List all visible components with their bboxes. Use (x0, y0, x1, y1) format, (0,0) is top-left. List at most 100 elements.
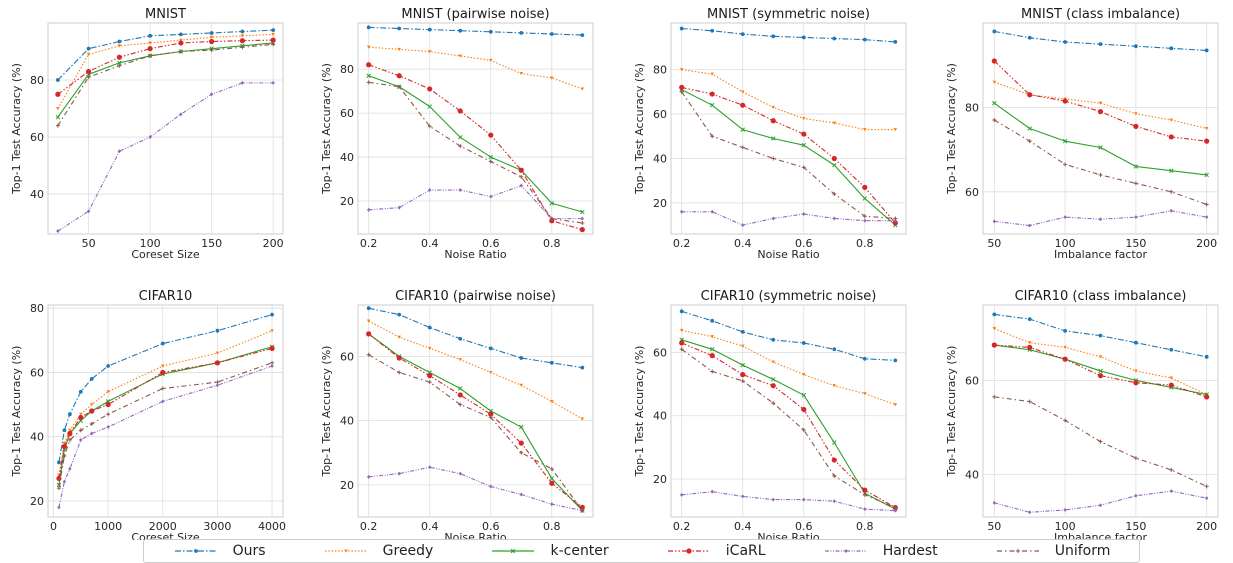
chart-3-series-hardest-point (1063, 215, 1067, 220)
chart-3-series-ours-point (1169, 46, 1174, 51)
chart-6-series-uniform-point (710, 369, 715, 374)
chart-6-series-hardest-point (802, 497, 806, 502)
chart-6-series-uniform-point (771, 401, 776, 406)
chart-1-series-ours-point (397, 26, 402, 31)
chart-5-series-icarl-point (427, 373, 433, 379)
chart-2-series-hardest-point (771, 216, 775, 221)
chart-7-series-k-center-point (1098, 368, 1103, 374)
chart-6-series-k-center-point (832, 440, 837, 445)
chart-6-y-tick-label: 40 (653, 410, 667, 423)
chart-7-series-greedy-point (1134, 369, 1138, 373)
chart-1-y-tick-label: 40 (340, 151, 354, 164)
chart-6: 0.2 0.4 0.6 0.8 20 40 60 CIFAR10 (symmetric noi… (633, 289, 907, 540)
chart-4-series-ours-point (67, 412, 72, 417)
chart-4-x-tick-label: 4000 (258, 520, 286, 533)
chart-2-series-icarl-point (862, 184, 868, 190)
chart-3-series-uniform-point (1133, 181, 1138, 186)
chart-5-series-hardest-point (489, 484, 493, 489)
chart-2-series-uniform-line (681, 91, 896, 220)
chart-7-x-label: Imbalance factor (1054, 531, 1147, 540)
chart-0-series-ours-point (117, 39, 122, 44)
chart-6-series-hardest-point (679, 492, 684, 497)
chart-1-x-tick-label: 0.4 (421, 237, 439, 250)
chart-6-series-uniform-point (679, 347, 684, 352)
chart-1-series-k-center-point (488, 154, 494, 160)
chart-4-series-uniform-point (62, 453, 67, 458)
chart-2-series-ours-point (740, 32, 745, 37)
chart-4-series-uniform-point (215, 380, 220, 385)
chart-0-series-hardest-point (240, 80, 245, 85)
chart-7-series-hardest-point (992, 500, 997, 505)
chart-4-series-uniform-point (67, 437, 72, 442)
chart-5-series-ours-line (368, 307, 583, 369)
chart-2-series-k-center-point (740, 127, 745, 132)
legend-swatch-icarl (667, 548, 710, 554)
legend-marker-icarl (686, 548, 692, 554)
chart-5-series-icarl-point (518, 440, 524, 446)
chart-1-series-greedy-point (549, 76, 554, 80)
chart-3-series-uniform-point (1204, 202, 1209, 207)
chart-3-series-k-center-point (1027, 126, 1032, 131)
chart-6-x-tick-label: 0.2 (673, 520, 691, 533)
chart-6-series-ours-line (681, 310, 896, 361)
chart-4-y-tick-label: 60 (30, 366, 44, 379)
chart-4-series-icarl-point (160, 369, 166, 376)
chart-1-series-greedy-point (519, 72, 524, 76)
chart-5-series-icarl-point (396, 355, 402, 361)
chart-1-series-hardest-line (368, 185, 583, 220)
legend-item-hardest: Hardest (823, 543, 938, 559)
chart-2-series-k-center-point (832, 162, 837, 168)
chart-5-y-tick-label: 40 (340, 415, 354, 428)
chart-0-series-ours-point (178, 32, 183, 37)
chart-4-series-greedy-point (68, 428, 72, 432)
chart-2-series-greedy-point (679, 68, 684, 72)
chart-4-series-hardest-point (68, 466, 72, 471)
chart-1-series-greedy-point (458, 54, 463, 58)
chart-5-y-tick-label: 20 (340, 479, 354, 492)
chart-0-series-hardest-point (271, 80, 275, 85)
chart-0-y-tick-label: 80 (30, 74, 44, 87)
chart-2-series-greedy-point (832, 121, 837, 125)
chart-2-series-greedy-point (771, 105, 776, 110)
chart-3-series-ours-point (1063, 40, 1068, 44)
chart-1-series-uniform-point (397, 84, 402, 89)
chart-0-series-ours-point (55, 78, 60, 82)
chart-7-series-hardest-point (1169, 489, 1173, 494)
chart-2-series-icarl-point (831, 155, 837, 162)
chart-5-series-k-center-point (549, 476, 555, 481)
chart-1-series-icarl-point (488, 132, 494, 138)
chart-2-series-k-center-point (709, 102, 715, 108)
chart-3-series-k-center-point (1169, 168, 1174, 173)
chart-7-series-greedy-point (992, 327, 997, 331)
chart-0-series-icarl-point (239, 38, 245, 44)
chart-1-title: MNIST (pairwise noise) (401, 7, 549, 22)
chart-0-series-hardest-point (148, 135, 152, 140)
chart-2-series-k-center-point (801, 142, 807, 148)
chart-0-y-label: Top-1 Test Accuracy (%) (10, 63, 23, 195)
chart-2-series-greedy-line (681, 69, 896, 131)
chart-1-series-icarl-point (396, 73, 402, 79)
chart-5-series-uniform-point (549, 466, 554, 471)
chart-5-series-uniform-point (458, 402, 463, 407)
chart-6-series-hardest-point (741, 494, 745, 499)
chart-4-series-hardest-point (79, 437, 83, 442)
chart-6-series-greedy-point (832, 384, 837, 388)
chart-7-series-icarl-point (1097, 373, 1104, 379)
chart-5-y-label: Top-1 Test Accuracy (%) (320, 346, 333, 478)
chart-6-series-icarl-point (831, 457, 837, 463)
chart-2-series-hardest-point (679, 209, 684, 214)
chart-5-series-greedy-point (549, 399, 554, 404)
legend-item-greedy: Greedy (323, 543, 433, 559)
chart-5-series-uniform-point (427, 380, 432, 385)
chart-6-y-tick-label: 20 (653, 473, 667, 486)
chart-5-series-greedy-point (427, 346, 432, 351)
chart-4-series-uniform-point (270, 360, 275, 365)
chart-5-series-ours-point (397, 312, 402, 317)
chart-0-series-hardest-point (209, 92, 214, 97)
chart-1-series-k-center-point (549, 200, 555, 206)
legend-item-k-center: k-center (490, 543, 609, 559)
chart-2-series-icarl-line (681, 86, 896, 224)
chart-4-series-ours-point (89, 376, 94, 381)
chart-5-series-uniform-point (397, 370, 402, 375)
